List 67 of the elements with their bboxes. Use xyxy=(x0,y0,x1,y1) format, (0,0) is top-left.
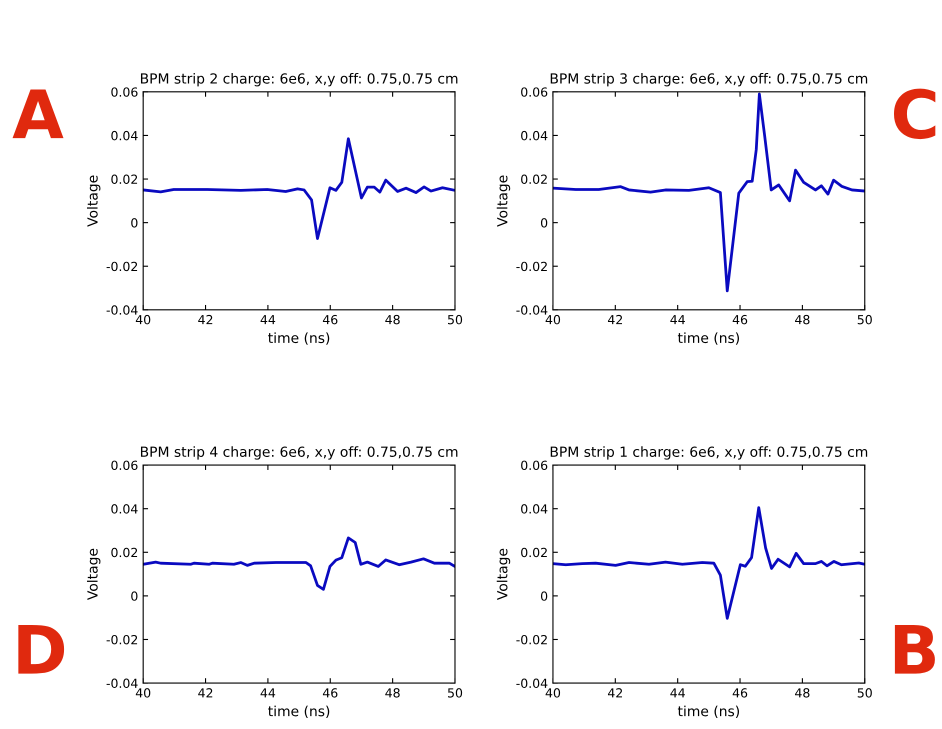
x-tick-label: 42 xyxy=(198,314,212,324)
y-axis-title: Voltage xyxy=(86,548,100,600)
x-tick-label: 46 xyxy=(732,688,748,698)
y-tick-label: 0.06 xyxy=(521,460,548,470)
y-tick-label: 0.02 xyxy=(111,548,138,558)
x-axis-title: time (ns) xyxy=(268,706,330,718)
y-tick-label: 0.02 xyxy=(521,174,547,184)
y-tick-label: -0.04 xyxy=(516,305,548,315)
y-tick-label: -0.04 xyxy=(106,305,138,315)
y-tick-label: -0.02 xyxy=(516,262,547,272)
chart-title: BPM strip 1 charge: 6e6, x,y off: 0.75,0.75 cm xyxy=(550,446,868,460)
y-tick-label: -0.02 xyxy=(516,634,547,644)
text: C xyxy=(894,88,936,140)
y-tick-label: 0.06 xyxy=(521,87,548,97)
y-tick-label: 0.04 xyxy=(521,504,548,514)
x-tick-label: 40 xyxy=(546,688,560,698)
x-tick-label: 48 xyxy=(795,314,810,324)
x-tick-label: 50 xyxy=(448,688,462,698)
y-axis-title: Voltage xyxy=(496,548,510,600)
y-tick-label: 0.04 xyxy=(111,504,138,514)
y-tick-label: -0.04 xyxy=(106,678,138,688)
x-tick-label: 50 xyxy=(858,688,872,698)
x-tick-label: 44 xyxy=(670,315,685,324)
x-tick-label: 50 xyxy=(858,314,872,324)
x-tick-label: 48 xyxy=(385,314,400,324)
chart-title: BPM strip 4 charge: 6e6, x,y off: 0.75,0.75 cm xyxy=(140,446,458,460)
x-axis-title: time (ns) xyxy=(678,332,739,345)
y-axis-title: Voltage xyxy=(86,176,100,227)
x-tick-label: 48 xyxy=(795,688,810,698)
y-tick-label: 0.06 xyxy=(111,460,138,470)
y-tick-label: -0.04 xyxy=(516,678,548,688)
line-series xyxy=(143,536,455,591)
chart-title: BPM strip 2 charge: 6e6, x,y off: 0.75,0.75 cm xyxy=(140,72,458,86)
x-tick-label: 42 xyxy=(198,688,212,698)
y-tick-label: 0 xyxy=(540,218,548,228)
y-tick-label: 0.02 xyxy=(521,548,547,558)
line-series xyxy=(143,137,455,240)
x-tick-label: 46 xyxy=(322,688,338,698)
text: B xyxy=(894,624,935,674)
y-tick-label: 0.04 xyxy=(521,130,548,140)
x-tick-label: 44 xyxy=(670,688,685,698)
x-tick-label: 40 xyxy=(546,314,560,324)
x-tick-label: 40 xyxy=(136,688,150,698)
y-tick-label: 0.02 xyxy=(111,174,138,184)
x-tick-label: 44 xyxy=(260,315,276,324)
x-axis-title: time (ns) xyxy=(678,706,739,718)
x-tick-label: 42 xyxy=(608,688,622,698)
y-tick-label: 0 xyxy=(540,591,548,601)
chart-title: BPM strip 3 charge: 6e6, x,y off: 0.75,0.75 cm xyxy=(550,72,868,86)
y-tick-label: -0.02 xyxy=(106,262,138,272)
x-tick-label: 46 xyxy=(732,314,748,324)
x-tick-label: 44 xyxy=(260,688,276,698)
text: D xyxy=(18,624,64,674)
x-tick-label: 42 xyxy=(608,314,622,324)
y-tick-label: 0.04 xyxy=(111,130,138,140)
x-tick-label: 50 xyxy=(448,314,462,324)
y-axis-title: Voltage xyxy=(496,176,510,227)
x-tick-label: 40 xyxy=(136,314,150,324)
y-tick-label: -0.02 xyxy=(106,634,138,644)
text: A xyxy=(12,90,64,138)
line-series xyxy=(552,506,865,620)
x-tick-label: 46 xyxy=(322,314,338,324)
x-tick-label: 48 xyxy=(385,688,400,698)
y-tick-label: 0 xyxy=(131,591,138,601)
x-axis-title: time (ns) xyxy=(268,332,330,345)
y-tick-label: 0.06 xyxy=(111,87,138,97)
y-tick-label: 0 xyxy=(131,218,138,228)
